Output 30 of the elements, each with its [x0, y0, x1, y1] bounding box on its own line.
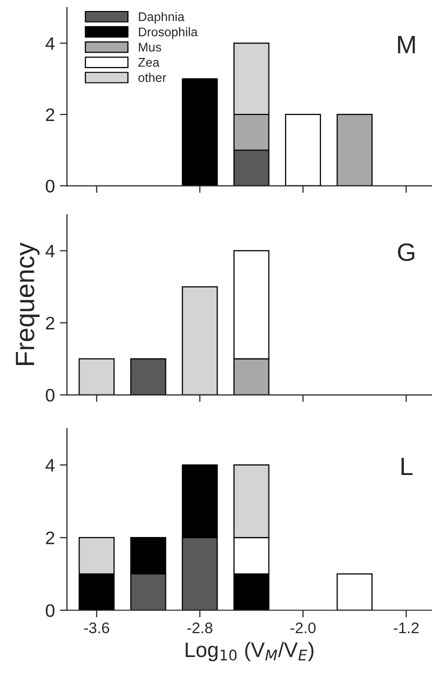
y-tick-label: 0 [46, 388, 54, 402]
bar [182, 286, 218, 395]
legend-label: other [138, 72, 166, 82]
y-tick-label: 4 [46, 459, 55, 472]
y-tick-label: 4 [46, 244, 55, 258]
y-tick-label: 0 [46, 604, 54, 617]
bar [182, 78, 218, 186]
y-tick-label: 2 [46, 532, 54, 544]
x-tick-label: -1.2 [394, 622, 419, 634]
y-axis-title: Frequency [16, 242, 40, 365]
y-tick-label: 4 [46, 37, 55, 50]
bar [285, 114, 321, 186]
legend-label: Drosophila [138, 27, 198, 39]
bar [336, 114, 373, 186]
x-axis-title: Log$_{10}$ (V$_{M}$/V$_{E}$) [186, 642, 314, 662]
x-tick-label: -3.6 [84, 622, 110, 634]
legend-label: Daphnia [138, 12, 184, 24]
bar [78, 358, 115, 395]
annotation: G [398, 243, 414, 262]
legend-label: Zea [138, 58, 160, 67]
x-tick-label: -2.8 [187, 622, 212, 634]
bar [130, 358, 166, 395]
x-tick-label: -2.0 [290, 622, 316, 634]
y-tick-label: 2 [46, 108, 54, 122]
annotation: M [398, 36, 415, 54]
annotation: L [402, 458, 413, 476]
bar [336, 573, 373, 610]
y-tick-label: 2 [46, 316, 54, 330]
y-tick-label: 0 [46, 180, 54, 192]
legend-label: Mus [138, 42, 162, 52]
